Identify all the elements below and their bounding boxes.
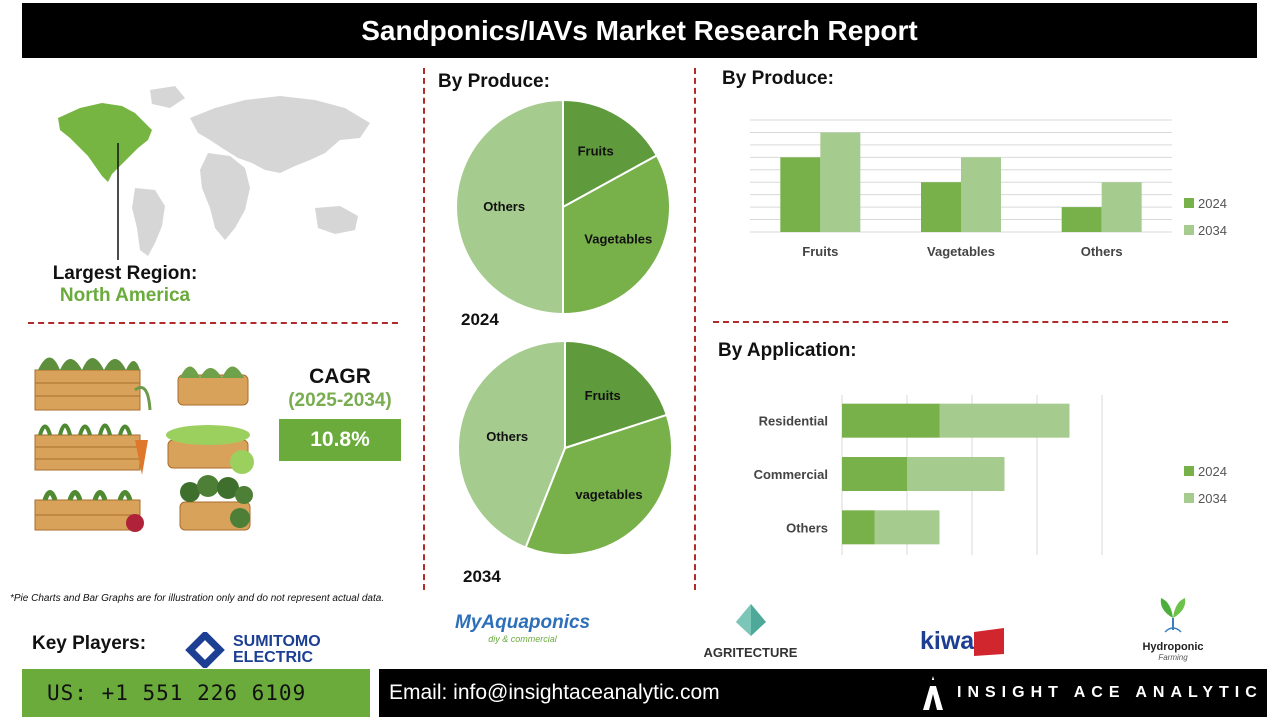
insight-ace-logo-icon — [923, 676, 943, 710]
legend-label-2034: 2034 — [1198, 491, 1227, 506]
bar-others-2024 — [842, 510, 875, 545]
pie-label-vagetables: Vagetables — [584, 232, 652, 247]
pie-year-2034: 2034 — [463, 567, 501, 586]
phone-number[interactable]: US: +1 551 226 6109 — [22, 669, 370, 717]
brand-bar: INSIGHT ACE ANALYTIC — [901, 669, 1267, 717]
pie-label-others: Others — [483, 199, 525, 214]
planter-box-2 — [177, 366, 249, 406]
planter-illustrations — [34, 357, 254, 532]
pie-slice-fruits — [562, 98, 659, 209]
x-tick-label: Others — [1081, 244, 1123, 259]
logo-sumitomo: SUMITOMO ELECTRIC — [183, 632, 321, 668]
kiwa-name: kiwa — [920, 627, 975, 655]
bar-fruits-2024 — [780, 157, 821, 232]
pie-label-vagetables: vagetables — [575, 487, 642, 502]
legend-swatch-2024 — [1184, 466, 1194, 476]
bar-residential-2024 — [842, 403, 940, 438]
bar-others-2034 — [874, 510, 940, 545]
hydroponic-icon — [1160, 598, 1186, 633]
legend-swatch-2024 — [1184, 198, 1194, 208]
key-players-label: Key Players: — [32, 633, 147, 654]
bar-vagetables-2024 — [921, 182, 961, 232]
planter-box-1 — [34, 357, 152, 411]
pie-section-title: By Produce: — [438, 71, 550, 92]
north-america-highlight — [58, 103, 152, 182]
legend-swatch-2034 — [1184, 225, 1194, 235]
bar-vagetables-2034 — [961, 157, 1001, 232]
kiwa-icon — [974, 627, 1005, 656]
pie-slice-vagetables — [562, 154, 671, 316]
pie-slice-vagetables — [524, 413, 673, 556]
legend-label-2024: 2024 — [1198, 464, 1227, 479]
sumitomo-name: SUMITOMO — [233, 633, 321, 650]
bar-others-2024 — [1061, 207, 1102, 232]
pie-chart-2034: Fruits vagetables Others — [457, 339, 673, 556]
pie-chart-2024: Fruits Vagetables Others — [455, 98, 671, 316]
bar-commercial-2034 — [907, 457, 1005, 491]
myaquaponics-name: MyAquaponics — [455, 612, 591, 633]
hydroponic-name: Hydroponic — [1142, 641, 1204, 653]
sumitomo-line2: ELECTRIC — [233, 649, 313, 666]
legend-label-2024: 2024 — [1198, 196, 1227, 211]
divider-left — [423, 68, 425, 590]
application-bar-title: By Application: — [718, 340, 857, 361]
page-title: Sandponics/IAVs Market Research Report — [22, 3, 1257, 58]
agritecture-icon — [735, 604, 766, 636]
region-label: Largest Region: — [52, 263, 198, 284]
hydroponic-tagline: Farming — [1158, 653, 1188, 662]
pie-slice-others — [457, 339, 566, 549]
pie-label-fruits: Fruits — [578, 144, 614, 159]
y-tick-label: Residential — [759, 414, 828, 429]
produce-bar-title: By Produce: — [722, 68, 834, 89]
cagr-period: (2025-2034) — [288, 390, 392, 411]
pie-slice-fruits — [564, 339, 669, 450]
logo-myaquaponics: MyAquaponics diy & commercial — [455, 612, 590, 644]
sumitomo-icon — [185, 632, 225, 668]
bar-others-2034 — [1101, 182, 1142, 232]
myaquaponics-tagline: diy & commercial — [488, 634, 557, 644]
pie-label-others: Others — [486, 429, 528, 444]
bar-residential-2034 — [939, 403, 1070, 438]
application-bar-chart: Residential Commercial Others 2024 2034 — [754, 395, 1227, 555]
planter-box-4 — [166, 425, 254, 474]
y-tick-label: Commercial — [754, 467, 828, 482]
legend-swatch-2034 — [1184, 493, 1194, 503]
brand-name: INSIGHT ACE ANALYTIC — [957, 684, 1263, 701]
x-tick-label: Fruits — [802, 244, 838, 259]
planter-box-5 — [34, 490, 144, 532]
logo-agritecture: AGRITECTURE — [703, 602, 798, 660]
divider-region — [28, 322, 398, 324]
bar-commercial-2024 — [842, 457, 907, 491]
cagr-value: 10.8% — [279, 419, 401, 461]
pie-year-2024: 2024 — [461, 310, 499, 329]
pie-slice-others — [455, 98, 564, 316]
x-tick-label: Vagetables — [927, 244, 995, 259]
world-map — [58, 86, 370, 260]
region-value: North America — [59, 285, 191, 306]
divider-right — [694, 68, 696, 590]
email-address[interactable]: Email: info@insightaceanalytic.com — [379, 669, 901, 717]
divider-charts — [713, 321, 1228, 323]
planter-box-3 — [34, 423, 148, 475]
produce-bar-chart: Fruits Vagetables Others 2024 2034 — [750, 119, 1227, 259]
pie-label-fruits: Fruits — [585, 388, 621, 403]
legend-label-2034: 2034 — [1198, 223, 1227, 238]
disclaimer: *Pie Charts and Bar Graphs are for illus… — [10, 593, 385, 604]
y-tick-label: Others — [786, 520, 828, 535]
bar-fruits-2034 — [820, 132, 861, 232]
planter-box-6 — [179, 475, 253, 531]
cagr-label: CAGR — [309, 365, 371, 388]
agritecture-name: AGRITECTURE — [703, 645, 798, 660]
logo-hydroponic: Hydroponic Farming — [1132, 592, 1214, 662]
logo-kiwa: kiwa — [920, 627, 1005, 656]
